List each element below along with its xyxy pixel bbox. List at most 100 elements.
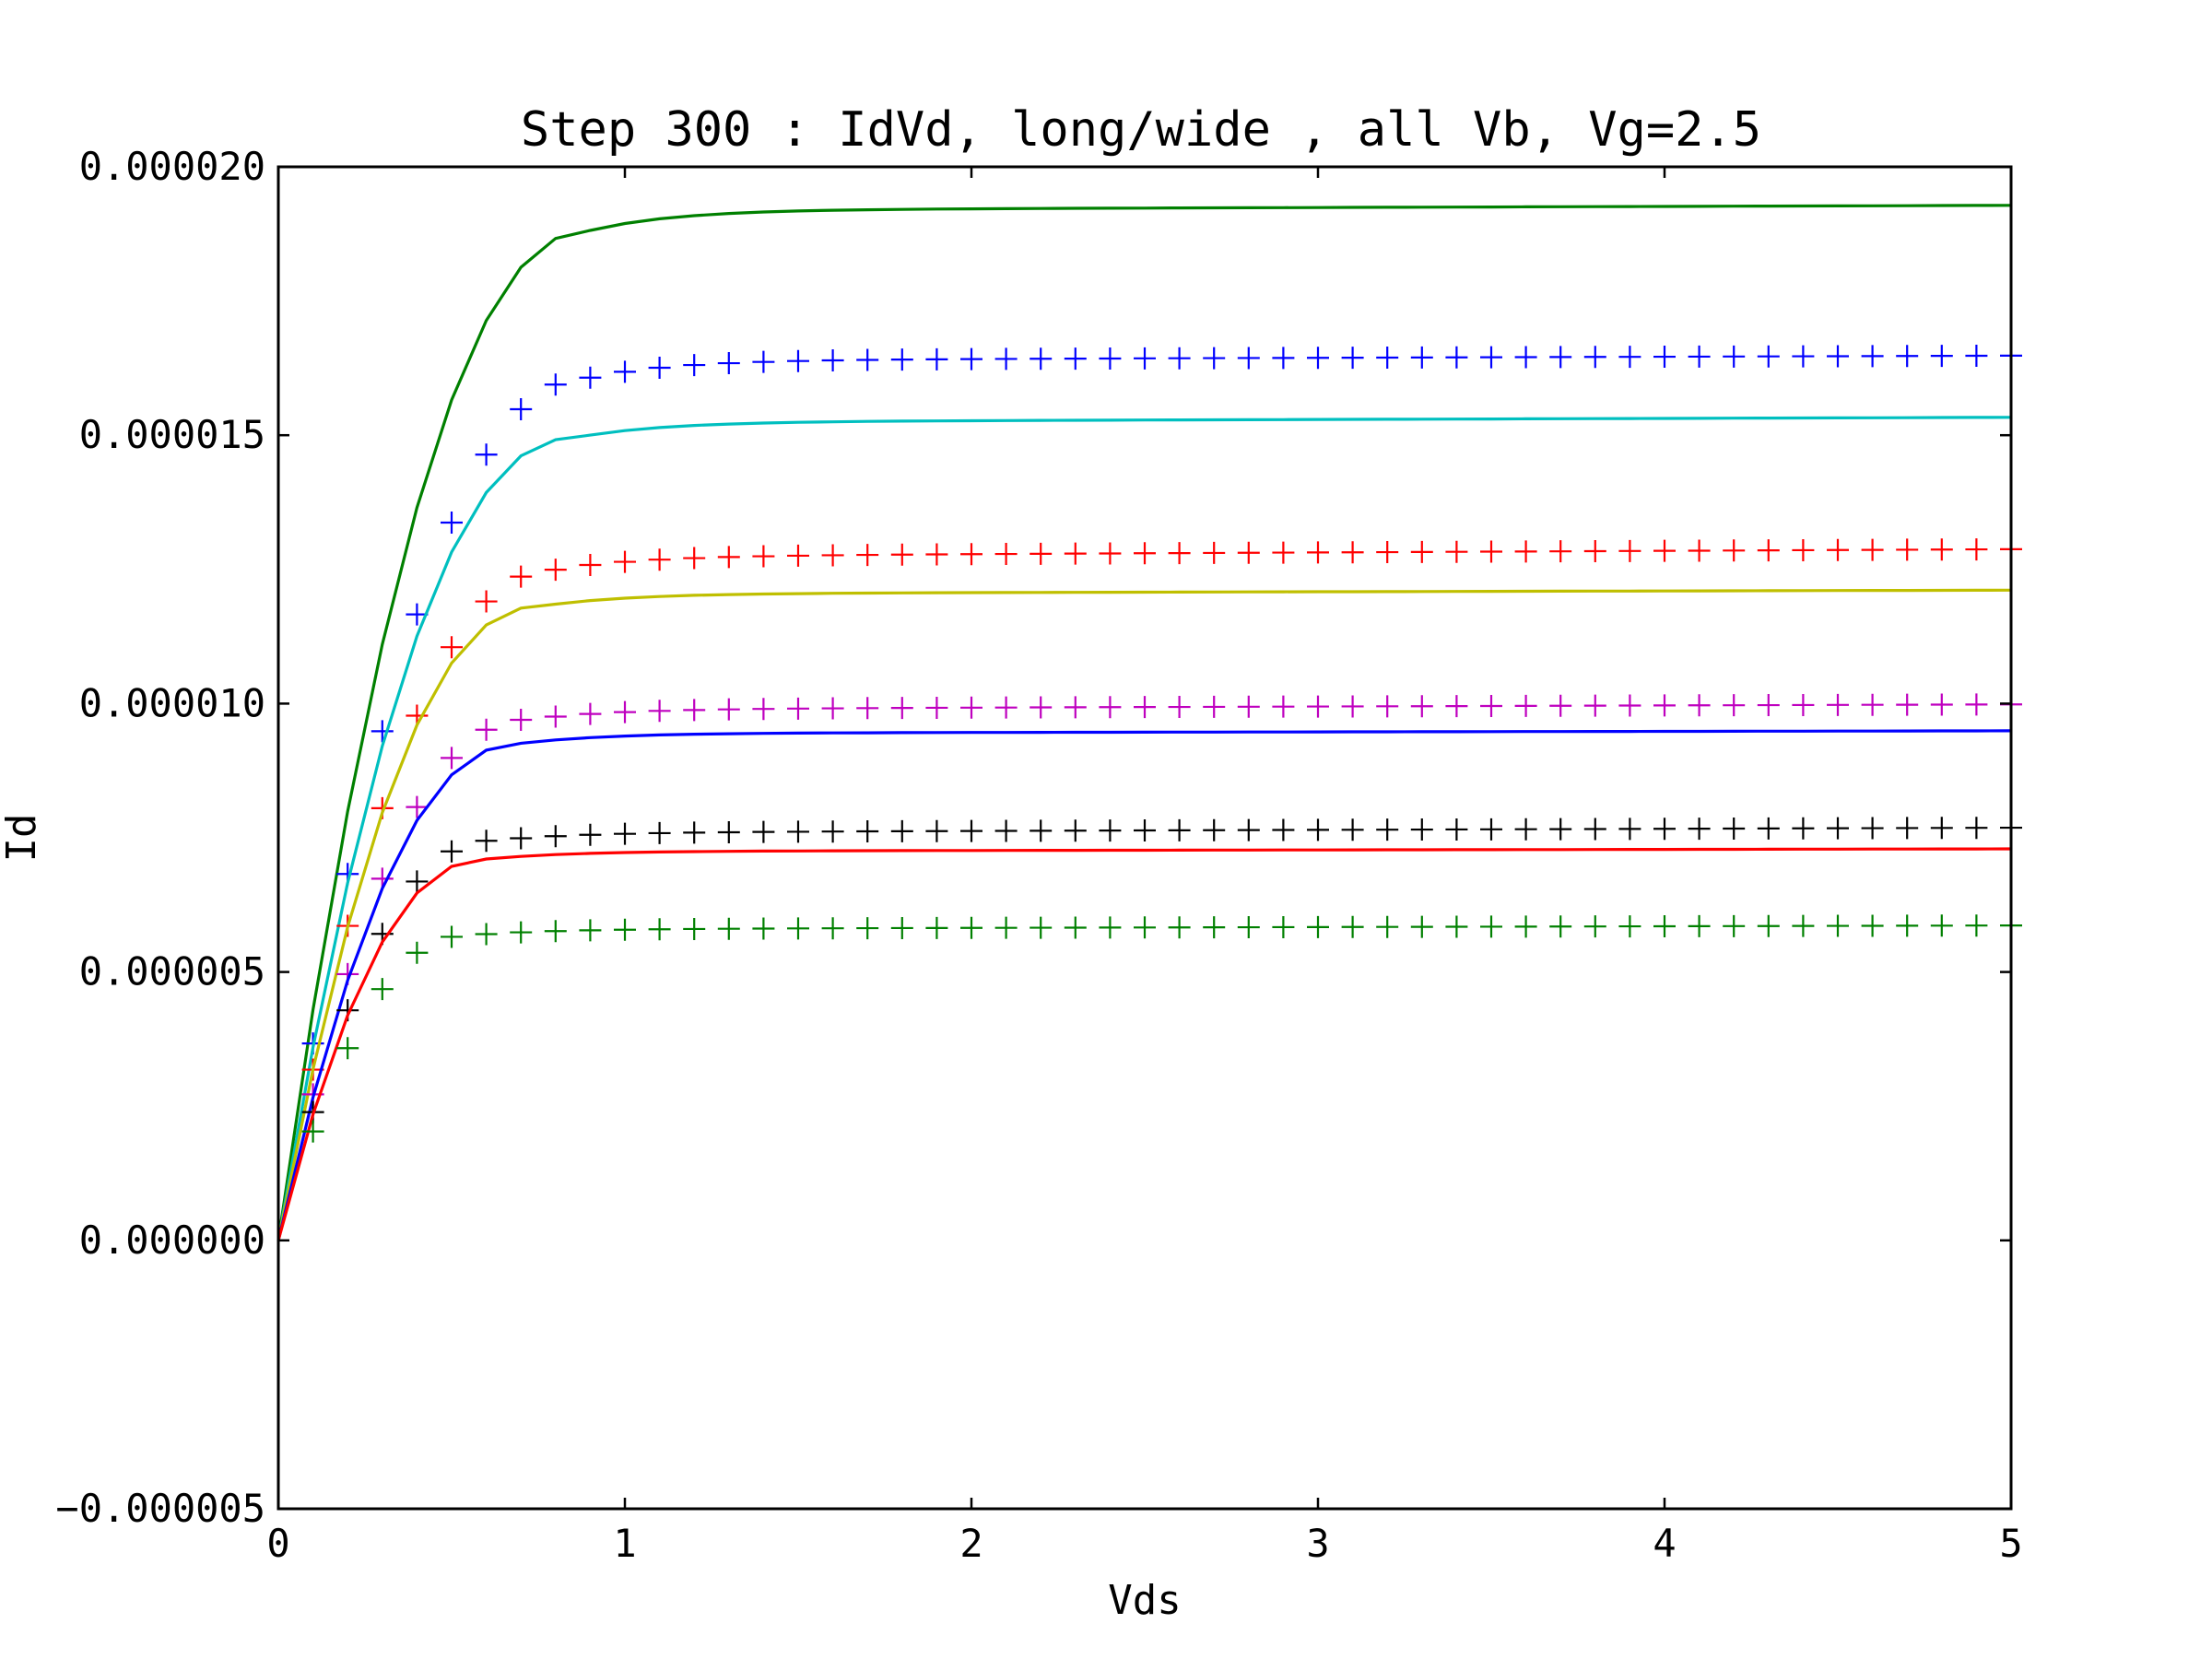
data-point [925,696,948,719]
data-point [1583,539,1606,562]
data-point [1134,916,1156,939]
data-point [510,565,533,588]
data-point [406,795,429,818]
x-tick-label: 4 [1653,1521,1676,1566]
data-point [890,916,913,939]
data-point [510,827,533,850]
data-point [544,559,567,582]
data-point [544,920,567,943]
data-point [1480,915,1502,938]
data-point [1480,694,1502,717]
data-point [683,821,706,844]
data-point [614,918,636,941]
data-point [1480,540,1502,563]
data-point [925,916,948,939]
data-point [1757,539,1780,562]
y-tick-label: 0.000010 [79,680,265,725]
data-point [1896,345,1919,368]
x-tick-label: 1 [613,1521,636,1566]
data-point [1827,538,1849,561]
data-point [1827,817,1849,840]
data-point [1688,694,1711,717]
data-point [1965,345,1988,368]
data-point [475,443,498,466]
data-point [648,918,671,941]
data-point [1861,538,1884,561]
series-5 [301,693,2022,1106]
series-line [276,729,2012,1241]
series-0 [276,204,2012,1241]
data-point [1341,541,1364,564]
data-point [1514,346,1537,369]
data-point [1203,695,1226,718]
data-point [1653,694,1676,717]
data-point [1410,346,1433,369]
data-point [1653,346,1676,369]
data-point [1237,916,1260,939]
data-point [1376,695,1399,718]
data-point [1930,345,1953,368]
data-point [752,545,775,568]
series-7 [301,817,2022,1124]
data-point [1445,540,1468,563]
data-point [475,830,498,853]
data-point [683,354,706,377]
y-tick-label: 0.000005 [79,949,265,994]
data-point [1583,346,1606,369]
data-point [1307,695,1329,718]
data-point [683,699,706,722]
data-point [1930,914,1953,937]
data-point [717,352,740,375]
data-point [1030,696,1053,719]
data-point [752,917,775,940]
data-point [614,822,636,845]
data-point [1965,538,1988,561]
data-point [1307,915,1329,938]
data-point [406,941,429,964]
data-point [1341,695,1364,718]
data-point [1203,818,1226,841]
data-point [1653,818,1676,841]
data-point [890,819,913,842]
data-point [1723,539,1746,562]
data-point [856,917,879,940]
data-point [1618,818,1641,841]
data-point [890,348,913,371]
data-point [1688,345,1711,368]
data-point [475,590,498,613]
data-point [856,697,879,720]
data-point [1549,694,1572,717]
data-point [1827,693,1849,716]
data-point [1583,915,1606,938]
data-point [821,349,844,372]
data-point [1896,914,1919,937]
series-8 [276,847,2012,1241]
data-point [301,1120,324,1143]
data-point [614,550,636,573]
data-point [1514,818,1537,841]
x-tick-label: 0 [266,1521,289,1566]
data-point [1896,693,1919,716]
data-point [1861,693,1884,716]
x-axis-label: Vds [1108,1577,1181,1624]
x-axis: 0 1 2 3 4 5 [266,167,2023,1566]
data-point [1134,818,1156,841]
data-point [1618,539,1641,562]
data-point [1099,916,1122,939]
data-point [960,696,982,719]
data-point [787,697,809,720]
data-point [1237,541,1260,564]
data-point [1099,696,1122,719]
x-tick-label: 2 [959,1521,982,1566]
data-point [1168,696,1191,719]
data-point [1583,694,1606,717]
data-point [717,698,740,721]
data-point [1653,914,1676,937]
data-point [648,548,671,571]
data-point [1341,818,1364,841]
series-9 [301,914,2022,1143]
data-point [1514,540,1537,563]
data-point [475,923,498,946]
data-point [1272,347,1295,370]
data-point [856,544,879,567]
